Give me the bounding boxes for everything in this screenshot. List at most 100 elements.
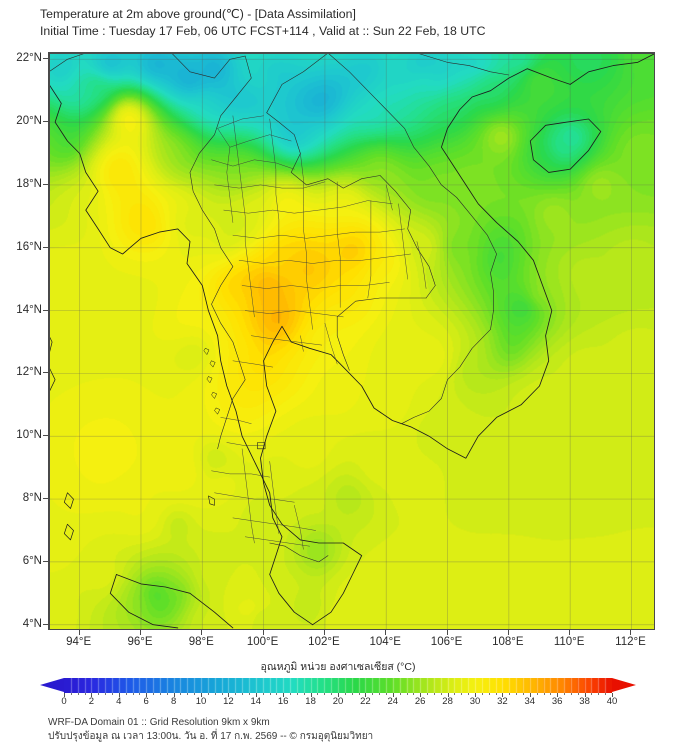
colorbar-tick-label: 2 bbox=[88, 696, 95, 707]
colorbar-minor-tick bbox=[296, 693, 298, 695]
colorbar-major-tick bbox=[118, 693, 120, 697]
colorbar-tick-label: 28 bbox=[442, 696, 453, 707]
colorbar-major-tick bbox=[584, 693, 586, 697]
y-axis-tick bbox=[43, 58, 48, 60]
x-axis-tick bbox=[262, 630, 264, 635]
colorbar-major-tick bbox=[557, 693, 559, 697]
colorbar-major-tick bbox=[420, 693, 422, 697]
colorbar-tick-label: 38 bbox=[579, 696, 590, 707]
colorbar-tick-label: 40 bbox=[606, 696, 618, 707]
colorbar-minor-tick bbox=[543, 693, 545, 695]
colorbar-major-tick bbox=[310, 693, 312, 697]
colorbar-tick-label: 24 bbox=[387, 696, 399, 707]
colorbar-minor-tick bbox=[84, 693, 86, 695]
colorbar: อุณหภูมิ หน่วย องศาเซลเซียส (°C) 0 2 4 6 8 10… bbox=[0, 658, 676, 710]
colorbar-minor-tick bbox=[207, 693, 209, 695]
colorbar-minor-tick bbox=[495, 693, 497, 695]
colorbar-minor-tick bbox=[385, 693, 387, 695]
colorbar-major-tick bbox=[255, 693, 257, 697]
colorbar-minor-tick bbox=[372, 693, 374, 695]
colorbar-tick-label: 12 bbox=[223, 696, 234, 707]
colorbar-minor-tick bbox=[413, 693, 415, 695]
y-axis-label: 6°N bbox=[22, 554, 42, 567]
colorbar-minor-tick bbox=[187, 693, 189, 695]
colorbar-minor-tick bbox=[344, 693, 346, 695]
colorbar-minor-tick bbox=[269, 693, 271, 695]
colorbar-minor-tick bbox=[194, 693, 196, 695]
colorbar-minor-tick bbox=[303, 693, 305, 695]
colorbar-tick-label: 16 bbox=[277, 696, 289, 707]
x-axis-tick bbox=[78, 630, 80, 635]
colorbar-tick-label: 36 bbox=[551, 696, 563, 707]
x-axis-tick bbox=[139, 630, 141, 635]
y-axis-label: 10°N bbox=[16, 429, 42, 442]
colorbar-minor-tick bbox=[379, 693, 381, 695]
colorbar-minor-tick bbox=[77, 693, 79, 695]
colorbar-minor-tick bbox=[481, 693, 483, 695]
x-axis-label: 102°E bbox=[308, 636, 340, 648]
colorbar-major-tick bbox=[612, 693, 613, 697]
colorbar-minor-tick bbox=[564, 693, 566, 695]
x-axis-label: 112°E bbox=[615, 636, 646, 648]
y-axis-tick bbox=[43, 560, 48, 562]
title-block: Temperature at 2m above ground(℃) - [Dat… bbox=[40, 6, 660, 40]
x-axis-tick bbox=[630, 630, 632, 635]
title-line-2: Initial Time : Tuesday 17 Feb, 06 UTC FC… bbox=[40, 24, 486, 38]
x-axis-tick bbox=[323, 630, 325, 635]
x-axis-label: 94°E bbox=[66, 636, 92, 648]
colorbar-extend-high-icon bbox=[612, 678, 636, 692]
colorbar-minor-tick bbox=[159, 693, 161, 695]
colorbar-gradient-box bbox=[64, 678, 612, 693]
temperature-map[interactable] bbox=[48, 52, 655, 630]
colorbar-minor-tick bbox=[351, 693, 353, 695]
y-axis-tick bbox=[43, 309, 48, 311]
colorbar-tick-label: 20 bbox=[332, 696, 344, 707]
colorbar-minor-tick bbox=[433, 693, 435, 695]
colorbar-minor-tick bbox=[105, 693, 107, 695]
y-axis-tick bbox=[43, 435, 48, 437]
footer-line-2: ปรับปรุงข้อมูล ณ เวลา 13:00น. วัน อ. ที่… bbox=[48, 731, 374, 742]
x-axis-tick bbox=[201, 630, 203, 635]
colorbar-minor-tick bbox=[290, 693, 292, 695]
colorbar-tick-label: 18 bbox=[305, 696, 316, 707]
colorbar-minor-tick bbox=[536, 693, 538, 695]
colorbar-minor-tick bbox=[454, 693, 456, 695]
colorbar-major-tick bbox=[201, 693, 202, 697]
colorbar-tick-label: 4 bbox=[116, 696, 122, 707]
colorbar-minor-tick bbox=[331, 693, 333, 695]
colorbar-minor-tick bbox=[111, 693, 113, 695]
colorbar-minor-tick bbox=[461, 693, 463, 695]
colorbar-major-tick bbox=[392, 693, 394, 697]
x-axis-label: 100°E bbox=[246, 636, 279, 648]
colorbar-tick-label: 26 bbox=[414, 696, 426, 707]
colorbar-tick-label: 30 bbox=[469, 696, 481, 707]
colorbar-minor-tick bbox=[70, 693, 72, 695]
x-axis-label: 108°E bbox=[492, 636, 524, 648]
colorbar-minor-tick bbox=[276, 693, 278, 695]
colorbar-minor-tick bbox=[153, 693, 155, 695]
colorbar-minor-tick bbox=[358, 693, 360, 695]
colorbar-tick-label: 0 bbox=[61, 696, 67, 707]
y-axis-label: 12°N bbox=[16, 366, 42, 379]
colorbar-minor-tick bbox=[522, 693, 524, 695]
colorbar-minor-tick bbox=[550, 693, 552, 695]
colorbar-minor-tick bbox=[488, 693, 490, 695]
colorbar-tick-label: 14 bbox=[250, 696, 262, 707]
colorbar-minor-tick bbox=[509, 693, 511, 695]
y-axis-tick bbox=[43, 623, 48, 625]
colorbar-major-tick bbox=[447, 693, 449, 697]
colorbar-tick-label: 22 bbox=[360, 696, 371, 707]
footer-line-1: WRF-DA Domain 01 :: Grid Resolution 9km … bbox=[48, 717, 270, 728]
x-axis-tick bbox=[569, 630, 571, 635]
colorbar-major-tick bbox=[338, 693, 339, 697]
footer: WRF-DA Domain 01 :: Grid Resolution 9km … bbox=[48, 716, 648, 744]
colorbar-minor-tick bbox=[248, 693, 250, 695]
colorbar-tick-label: 6 bbox=[143, 696, 149, 707]
y-axis-label: 20°N bbox=[16, 115, 42, 128]
colorbar-minor-tick bbox=[242, 693, 244, 695]
y-axis-tick bbox=[43, 372, 48, 374]
x-axis-label: 104°E bbox=[369, 636, 401, 648]
x-axis-tick bbox=[507, 630, 509, 635]
x-axis-label: 106°E bbox=[430, 636, 463, 648]
colorbar-gradient bbox=[64, 678, 612, 693]
